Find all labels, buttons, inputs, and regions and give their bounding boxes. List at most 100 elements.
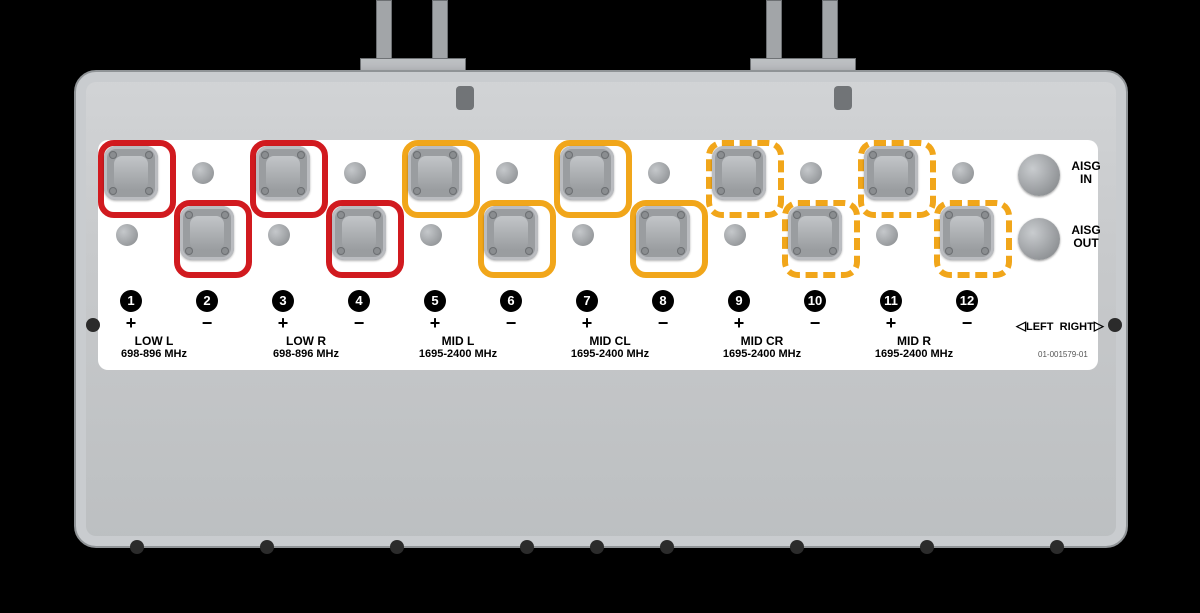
connector-panel: 1+2−3+4−5+6−7+8−9+10−11+12−LOW L698-896 … bbox=[98, 140, 1098, 370]
screw bbox=[905, 151, 913, 159]
screw bbox=[753, 187, 761, 195]
rivet-0 bbox=[192, 162, 214, 184]
rf-connector-3 bbox=[256, 146, 310, 200]
port-number-11: 11 bbox=[880, 290, 902, 312]
screw bbox=[261, 187, 269, 195]
right-label: RIGHT bbox=[1060, 321, 1094, 333]
group-freq-0: 698-896 MHz bbox=[84, 348, 224, 361]
port-polarity-5: + bbox=[424, 314, 446, 332]
screw bbox=[945, 211, 953, 219]
group-name-5: MID R bbox=[844, 334, 984, 348]
group-name-4: MID CR bbox=[692, 334, 832, 348]
port-number-1: 1 bbox=[120, 290, 142, 312]
screw bbox=[905, 187, 913, 195]
bottom-bolt-5 bbox=[660, 540, 674, 554]
screw bbox=[753, 151, 761, 159]
screw bbox=[297, 187, 305, 195]
screw bbox=[221, 247, 229, 255]
screw bbox=[185, 211, 193, 219]
aisg-connector-1 bbox=[1018, 218, 1060, 260]
port-number-4: 4 bbox=[348, 290, 370, 312]
screw bbox=[449, 187, 457, 195]
port-number-10: 10 bbox=[804, 290, 826, 312]
screw bbox=[373, 247, 381, 255]
screw bbox=[793, 211, 801, 219]
rf-connector-5 bbox=[408, 146, 462, 200]
left-label: LEFT bbox=[1026, 321, 1054, 333]
screw bbox=[981, 247, 989, 255]
bottom-bolt-8 bbox=[1050, 540, 1064, 554]
rivet-5 bbox=[952, 162, 974, 184]
screw bbox=[677, 211, 685, 219]
part-number: 01-001579-01 bbox=[1038, 350, 1088, 359]
screw bbox=[869, 151, 877, 159]
group-freq-2: 1695-2400 MHz bbox=[388, 348, 528, 361]
screw bbox=[829, 247, 837, 255]
screw bbox=[525, 247, 533, 255]
rf-connector-1 bbox=[104, 146, 158, 200]
screw bbox=[565, 187, 573, 195]
aisg-connector-0 bbox=[1018, 154, 1060, 196]
screw bbox=[601, 151, 609, 159]
port-number-12: 12 bbox=[956, 290, 978, 312]
left-right-indicator: ◁LEFT RIGHT▷ bbox=[1016, 320, 1104, 333]
rf-connector-10 bbox=[788, 206, 842, 260]
port-polarity-2: − bbox=[196, 314, 218, 332]
port-number-7: 7 bbox=[576, 290, 598, 312]
rivet-2 bbox=[496, 162, 518, 184]
group-freq-4: 1695-2400 MHz bbox=[692, 348, 832, 361]
group-name-2: MID L bbox=[388, 334, 528, 348]
aisg-label-0: AISGIN bbox=[1062, 160, 1110, 186]
bottom-bolt-2 bbox=[390, 540, 404, 554]
screw bbox=[337, 247, 345, 255]
screw bbox=[829, 211, 837, 219]
aisg-label-1: AISGOUT bbox=[1062, 224, 1110, 250]
top-stud-1 bbox=[834, 86, 852, 110]
port-number-6: 6 bbox=[500, 290, 522, 312]
top-stud-0 bbox=[456, 86, 474, 110]
port-polarity-4: − bbox=[348, 314, 370, 332]
rf-connector-9 bbox=[712, 146, 766, 200]
screw bbox=[601, 187, 609, 195]
side-bolt-0 bbox=[86, 318, 100, 332]
rf-connector-4 bbox=[332, 206, 386, 260]
port-polarity-11: + bbox=[880, 314, 902, 332]
group-name-3: MID CL bbox=[540, 334, 680, 348]
screw bbox=[945, 247, 953, 255]
port-polarity-10: − bbox=[804, 314, 826, 332]
bottom-bolt-0 bbox=[130, 540, 144, 554]
screw bbox=[677, 247, 685, 255]
rivet-4 bbox=[800, 162, 822, 184]
screw bbox=[489, 247, 497, 255]
screw bbox=[337, 211, 345, 219]
port-polarity-1: + bbox=[120, 314, 142, 332]
port-polarity-8: − bbox=[652, 314, 674, 332]
port-polarity-3: + bbox=[272, 314, 294, 332]
group-name-1: LOW R bbox=[236, 334, 376, 348]
group-freq-5: 1695-2400 MHz bbox=[844, 348, 984, 361]
screw bbox=[297, 151, 305, 159]
port-number-2: 2 bbox=[196, 290, 218, 312]
screw bbox=[717, 187, 725, 195]
port-polarity-9: + bbox=[728, 314, 750, 332]
group-name-0: LOW L bbox=[84, 334, 224, 348]
screw bbox=[109, 151, 117, 159]
screw bbox=[373, 211, 381, 219]
screw bbox=[185, 247, 193, 255]
side-bolt-1 bbox=[1108, 318, 1122, 332]
rivet-3 bbox=[648, 162, 670, 184]
bottom-bolt-4 bbox=[590, 540, 604, 554]
screw bbox=[449, 151, 457, 159]
rivet-8 bbox=[420, 224, 442, 246]
screw bbox=[565, 151, 573, 159]
bottom-bolt-3 bbox=[520, 540, 534, 554]
group-freq-1: 698-896 MHz bbox=[236, 348, 376, 361]
screw bbox=[145, 151, 153, 159]
screw bbox=[641, 247, 649, 255]
rf-connector-2 bbox=[180, 206, 234, 260]
screw bbox=[869, 187, 877, 195]
port-polarity-7: + bbox=[576, 314, 598, 332]
bottom-bolt-1 bbox=[260, 540, 274, 554]
port-number-8: 8 bbox=[652, 290, 674, 312]
screw bbox=[489, 211, 497, 219]
